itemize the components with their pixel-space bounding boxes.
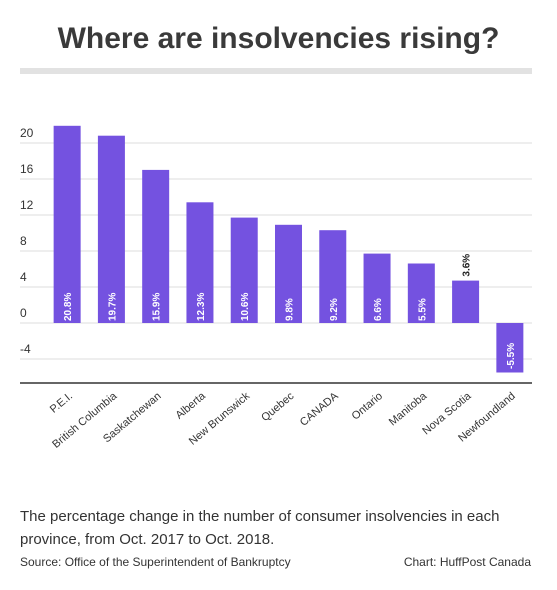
data-label: 12.3% (196, 293, 207, 321)
y-tick-label: 4 (20, 270, 27, 284)
data-label: -5.5% (506, 343, 517, 369)
bar (319, 230, 347, 323)
bar (275, 224, 302, 323)
bars (53, 125, 524, 373)
data-label: 3.6% (462, 254, 473, 277)
data-label: 10.6% (240, 293, 251, 321)
bar (407, 263, 435, 323)
y-tick-label: 8 (20, 234, 27, 248)
x-tick-label: P.E.I. (48, 390, 75, 416)
bar (496, 323, 524, 373)
x-tick-label: Quebec (259, 390, 297, 424)
data-label: 9.2% (329, 298, 340, 321)
x-tick-label: Ontario (350, 390, 385, 422)
bar (142, 169, 170, 323)
bar (363, 253, 391, 323)
chart-title: Where are insolvencies rising? (57, 22, 500, 55)
title-divider (20, 68, 532, 74)
bar (53, 125, 81, 323)
data-label: 5.5% (417, 298, 428, 321)
y-tick-label: -4 (20, 342, 31, 356)
x-tick-label: Manitoba (387, 390, 430, 429)
y-tick-label: 12 (20, 198, 34, 212)
x-tick-label: Alberta (173, 390, 208, 422)
data-label: 6.6% (373, 298, 384, 321)
y-tick-label: 20 (20, 126, 34, 140)
bar (186, 202, 214, 323)
y-tick-label: 16 (20, 162, 34, 176)
bar (230, 217, 258, 323)
bar (452, 280, 480, 323)
x-tick-label: CANADA (298, 390, 341, 429)
data-label: 20.8% (63, 293, 74, 321)
data-label: 19.7% (107, 293, 118, 321)
chart-caption: The percentage change in the number of c… (20, 508, 500, 548)
data-label: 15.9% (152, 293, 163, 321)
y-tick-label: 0 (20, 306, 27, 320)
bar (97, 135, 125, 323)
chart-credit: Chart: HuffPost Canada (403, 555, 531, 569)
data-label: 9.8% (285, 298, 296, 321)
source-note: Source: Office of the Superintendent of … (20, 555, 291, 569)
